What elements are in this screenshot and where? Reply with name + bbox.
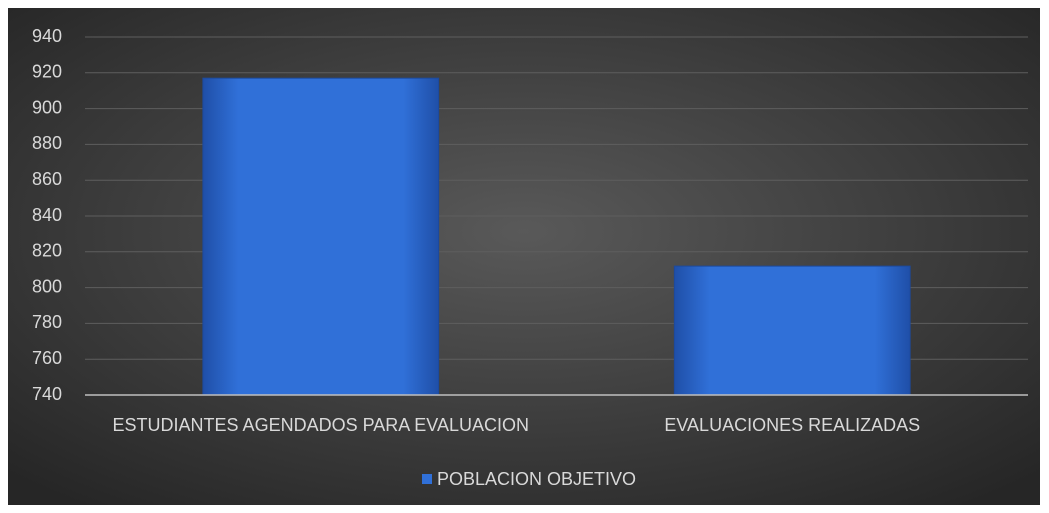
chart-background bbox=[8, 8, 1040, 505]
y-tick-label: 900 bbox=[32, 97, 62, 117]
y-tick-label: 780 bbox=[32, 312, 62, 332]
y-tick-label: 920 bbox=[32, 62, 62, 82]
y-tick-label: 800 bbox=[32, 276, 62, 296]
y-tick-label: 940 bbox=[32, 26, 62, 46]
bar bbox=[202, 77, 440, 396]
x-tick-label: EVALUACIONES REALIZADAS bbox=[664, 415, 920, 435]
x-tick-label: ESTUDIANTES AGENDADOS PARA EVALUACION bbox=[113, 415, 529, 435]
y-tick-label: 820 bbox=[32, 241, 62, 261]
y-tick-label: 880 bbox=[32, 133, 62, 153]
legend-swatch bbox=[422, 474, 432, 484]
bar bbox=[673, 265, 911, 396]
y-tick-label: 760 bbox=[32, 348, 62, 368]
y-tick-label: 840 bbox=[32, 205, 62, 225]
y-tick-label: 860 bbox=[32, 169, 62, 189]
legend-label: POBLACION OBJETIVO bbox=[437, 469, 636, 489]
y-tick-label: 740 bbox=[32, 384, 62, 404]
